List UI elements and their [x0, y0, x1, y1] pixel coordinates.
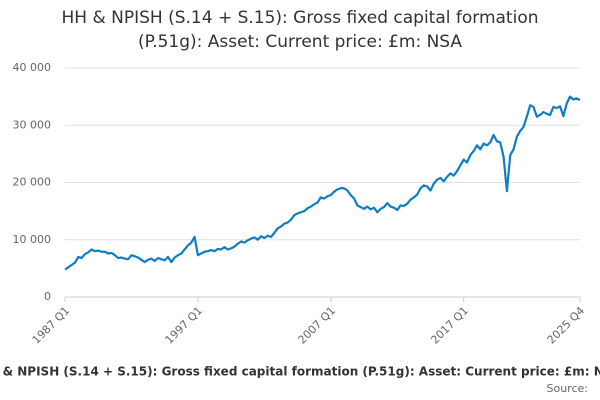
x-tick-label: 2017 Q1	[428, 304, 471, 347]
y-tick-label: 30 000	[13, 118, 52, 131]
y-tick-label: 10 000	[13, 233, 52, 246]
y-tick-label: 20 000	[13, 176, 52, 189]
x-tick-label: 2025 Q4	[545, 304, 588, 347]
line	[64, 95, 581, 271]
y-tick-label: 40 000	[13, 61, 52, 74]
chart-title: HH & NPISH (S.14 + S.15): Gross fixed ca…	[61, 8, 538, 28]
y-tick-label: 0	[44, 290, 51, 303]
source: Source:	[547, 382, 589, 395]
x-tick-label: 2007 Q1	[296, 304, 339, 347]
x-tick-label: 1987 Q1	[30, 304, 73, 347]
x-tick-label: 1997 Q1	[163, 304, 206, 347]
footer-title: HH & NPISH (S.14 + S.15): Gross fixed ca…	[0, 365, 600, 379]
chart-title: (P.51g): Asset: Current price: £m: NSA	[138, 32, 462, 52]
